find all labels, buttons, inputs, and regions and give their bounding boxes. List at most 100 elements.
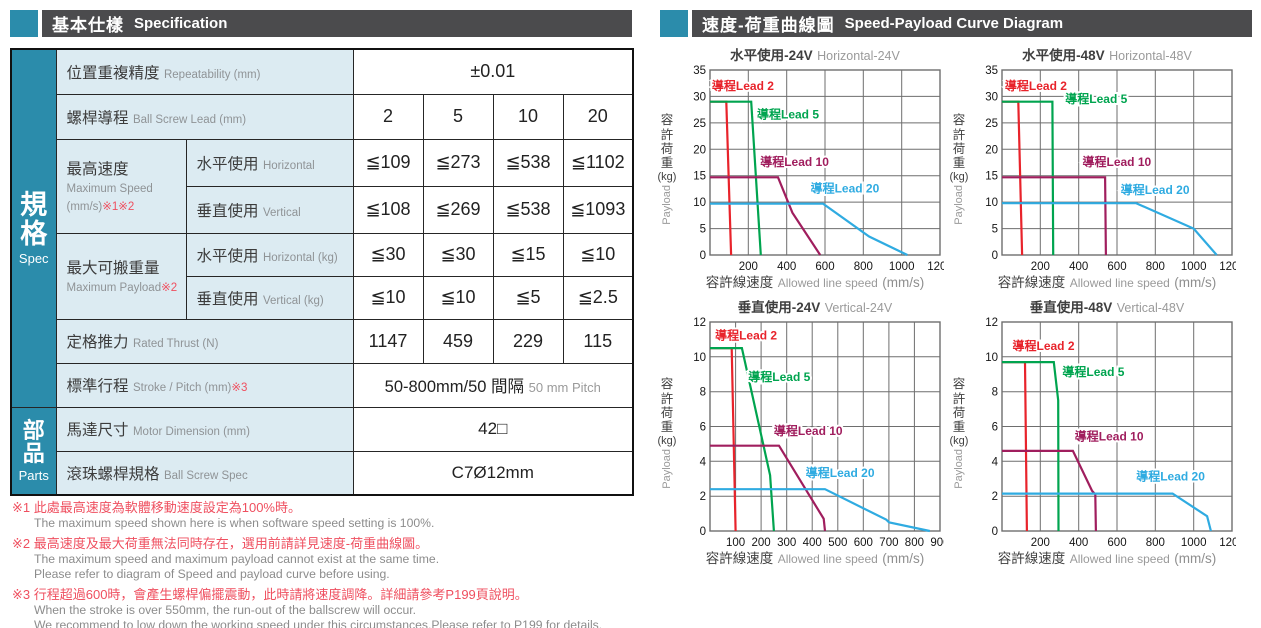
ball-screw-lead-label: 螺桿導程 Ball Screw Lead (mm) xyxy=(55,93,354,140)
svg-text:導程Lead 5: 導程Lead 5 xyxy=(1065,91,1127,106)
max-speed-value: ≦108 xyxy=(352,185,424,234)
svg-text:4: 4 xyxy=(700,456,707,468)
ball-screw-spec-label: 滾珠螺桿規格 Ball Screw Spec xyxy=(55,450,354,496)
table-row: 最高速度 Maximum Speed (mm/s)※1※2 水平使用 Horiz… xyxy=(11,138,634,234)
svg-text:導程Lead 5: 導程Lead 5 xyxy=(1062,364,1124,379)
chart-title-zh: 垂直使用-48V xyxy=(1029,300,1113,315)
chart-title-en: Horizontal-48V xyxy=(1109,49,1192,63)
chart-title-en: Vertical-48V xyxy=(1116,301,1185,315)
footnotes: ※1 此處最高速度為軟體移動速度設定為100%時。 The maximum sp… xyxy=(12,499,642,628)
svg-text:0: 0 xyxy=(700,250,706,262)
table-row: 規格 Spec 位置重複精度 Repeatability (mm) ±0.01 xyxy=(10,48,634,408)
note-mark: ※2 xyxy=(161,282,178,294)
lead-value: 10 xyxy=(492,93,564,140)
plot-area: 0 5 10 15 20 25 30 35 200 400 600 800 1000 1200 導程Lead… xyxy=(693,65,944,273)
x-axis-label: 容許線速度 Allowed line speed (mm/s) xyxy=(997,551,1217,566)
sidebar-parts: 部品 Parts xyxy=(10,406,57,496)
y-axis-label: 容許荷重 (kg) Payload xyxy=(657,377,677,489)
max-payload-value: ≦10 xyxy=(422,275,494,320)
max-payload-vertical-label: 垂直使用 Vertical (kg) xyxy=(185,275,354,320)
max-payload-value: ≦10 xyxy=(352,275,424,320)
max-speed-label: 最高速度 Maximum Speed (mm/s)※1※2 xyxy=(55,138,187,234)
motor-dimension-label: 馬達尺寸 Motor Dimension (mm) xyxy=(55,406,354,452)
teal-accent-square xyxy=(660,10,688,37)
stroke-value: 50-800mm/50 間隔 50 mm Pitch xyxy=(352,362,634,408)
lead-value: 5 xyxy=(422,93,494,140)
table-row: 最大可搬重量 Maximum Payload※2 水平使用 Horizontal… xyxy=(11,232,634,320)
svg-text:導程Lead 10: 導程Lead 10 xyxy=(1083,154,1152,169)
svg-text:1000: 1000 xyxy=(1181,261,1207,273)
rated-thrust-label: 定格推力 Rated Thrust (N) xyxy=(55,318,354,364)
repeatability-value: ±0.01 xyxy=(352,48,634,95)
stroke-label: 標準行程 Stroke / Pitch (mm)※3 xyxy=(55,362,354,408)
max-speed-value: ≦273 xyxy=(422,138,494,187)
max-speed-value: ≦1093 xyxy=(562,185,634,234)
footnote-3: ※3 行程超過600時，會產生螺桿偏擺震動，此時請將速度調降。詳細請參考P199… xyxy=(12,586,603,628)
rated-thrust-value: 115 xyxy=(562,318,634,364)
specification-header-bar: 基本仕樣 Specification xyxy=(42,10,632,37)
footnote-2: ※2 最高速度及最大荷重無法同時存在，選用前請詳見速度-荷重曲線圖。 The m… xyxy=(12,535,440,582)
svg-text:800: 800 xyxy=(1146,537,1165,549)
svg-text:1000: 1000 xyxy=(1181,537,1207,549)
curve-diagram-header: 速度-荷重曲線圖 Speed-Payload Curve Diagram xyxy=(660,10,1252,37)
svg-text:10: 10 xyxy=(985,352,998,364)
specification-title-zh: 基本仕樣 xyxy=(52,16,124,35)
svg-text:12: 12 xyxy=(985,317,998,329)
svg-text:2: 2 xyxy=(992,491,998,503)
sidebar-spec-en: Spec xyxy=(18,250,49,266)
x-axis-label: 容許線速度 Allowed line speed (mm/s) xyxy=(705,551,925,566)
svg-text:300: 300 xyxy=(777,537,796,549)
max-speed-value: ≦1102 xyxy=(562,138,634,187)
y-axis-label: 容許荷重 (kg) Payload xyxy=(657,113,677,225)
svg-text:700: 700 xyxy=(879,537,898,549)
svg-text:0: 0 xyxy=(992,526,998,538)
max-speed-horizontal-label: 水平使用 Horizontal xyxy=(185,138,354,187)
footnote-1: ※1 此處最高速度為軟體移動速度設定為100%時。 The maximum sp… xyxy=(12,500,435,530)
table-row: 部品 Parts 馬達尺寸 Motor Dimension (mm) 42□ xyxy=(10,406,634,496)
svg-text:600: 600 xyxy=(1107,261,1126,273)
svg-text:12: 12 xyxy=(693,317,706,329)
svg-text:導程Lead 2: 導程Lead 2 xyxy=(715,327,777,342)
svg-text:4: 4 xyxy=(992,456,999,468)
svg-text:6: 6 xyxy=(700,422,706,434)
curve-diagram-title-zh: 速度-荷重曲線圖 xyxy=(702,16,835,35)
svg-text:20: 20 xyxy=(693,144,706,156)
svg-text:25: 25 xyxy=(693,118,706,130)
chart-title-zh: 水平使用-48V xyxy=(1022,48,1105,63)
chart-horizontal-24v: 水平使用-24V Horizontal-24V 容許荷重 (kg) Payloa… xyxy=(652,44,948,292)
svg-text:600: 600 xyxy=(854,537,873,549)
svg-text:10: 10 xyxy=(693,197,706,209)
table-row: 定格推力 Rated Thrust (N) 1147 459 229 115 xyxy=(11,318,634,364)
chart-horizontal-48v: 水平使用-48V Horizontal-48V 容許荷重 (kg) Payloa… xyxy=(944,44,1240,292)
max-payload-value: ≦15 xyxy=(492,232,564,277)
svg-text:200: 200 xyxy=(752,537,771,549)
svg-text:600: 600 xyxy=(1107,537,1126,549)
svg-text:10: 10 xyxy=(985,197,998,209)
chart-title-en: Horizontal-24V xyxy=(817,49,900,63)
svg-text:35: 35 xyxy=(985,65,998,77)
svg-text:5: 5 xyxy=(992,224,998,236)
table-row: 標準行程 Stroke / Pitch (mm)※3 50-800mm/50 間… xyxy=(11,362,634,408)
y-axis-label: 容許荷重 (kg) Payload xyxy=(949,377,969,489)
svg-text:導程Lead 20: 導程Lead 20 xyxy=(1136,469,1205,484)
svg-text:30: 30 xyxy=(985,91,998,103)
sidebar-parts-zh: 部品 xyxy=(22,417,45,467)
svg-text:導程Lead 20: 導程Lead 20 xyxy=(806,465,875,480)
max-payload-value: ≦30 xyxy=(352,232,424,277)
svg-text:5: 5 xyxy=(700,224,706,236)
x-axis-label: 容許線速度 Allowed line speed (mm/s) xyxy=(705,275,925,290)
plot-area: 0 2 4 6 8 10 12 200 400 600 800 1000 1200 導程Lead 2 導程L… xyxy=(985,317,1236,549)
note-mark: ※1※2 xyxy=(102,201,135,213)
max-speed-value: ≦538 xyxy=(492,185,564,234)
svg-text:導程Lead 5: 導程Lead 5 xyxy=(757,107,819,122)
rated-thrust-value: 229 xyxy=(492,318,564,364)
chart-title-zh: 垂直使用-24V xyxy=(737,300,821,315)
svg-text:500: 500 xyxy=(828,537,847,549)
svg-text:0: 0 xyxy=(992,250,998,262)
svg-text:800: 800 xyxy=(905,537,924,549)
table-row: 螺桿導程 Ball Screw Lead (mm) 2 5 10 20 xyxy=(11,93,634,140)
rated-thrust-value: 1147 xyxy=(352,318,424,364)
svg-text:導程Lead 10: 導程Lead 10 xyxy=(1075,428,1144,443)
max-speed-value: ≦109 xyxy=(352,138,424,187)
